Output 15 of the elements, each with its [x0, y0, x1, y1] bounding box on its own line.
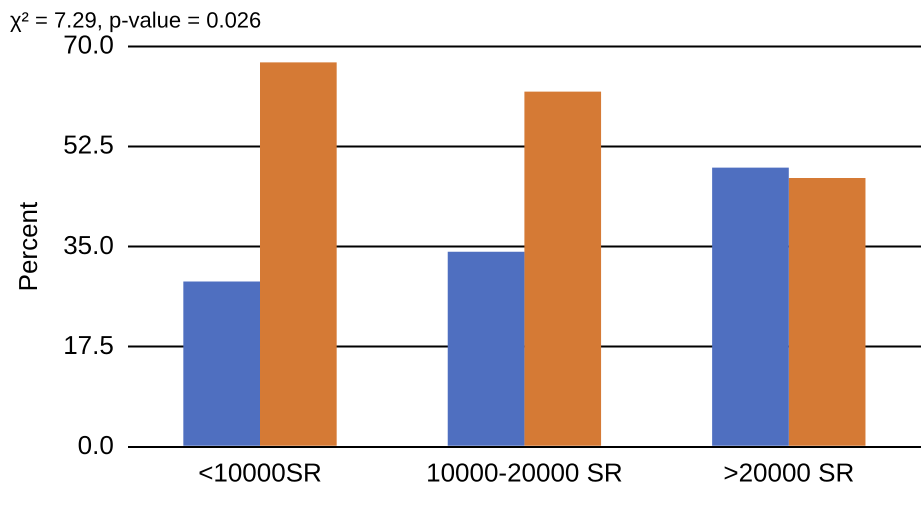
x-tick-label: >20000 SR: [723, 458, 854, 488]
y-tick-label: 0.0: [78, 430, 114, 460]
bar: [448, 252, 524, 446]
bar: [712, 168, 789, 446]
bar: [524, 92, 602, 446]
y-axis-title: Percent: [12, 201, 43, 292]
chart-title: χ² = 7.29, p-value = 0.026: [10, 7, 262, 32]
bar: [260, 62, 337, 446]
x-tick-label: <10000SR: [198, 458, 322, 488]
x-tick-label: 10000-20000 SR: [426, 458, 623, 488]
y-tick-label: 17.5: [63, 330, 114, 360]
y-tick-label: 52.5: [63, 130, 114, 160]
bar: [183, 281, 260, 446]
bar: [788, 178, 866, 446]
y-tick-label: 35.0: [63, 230, 114, 260]
